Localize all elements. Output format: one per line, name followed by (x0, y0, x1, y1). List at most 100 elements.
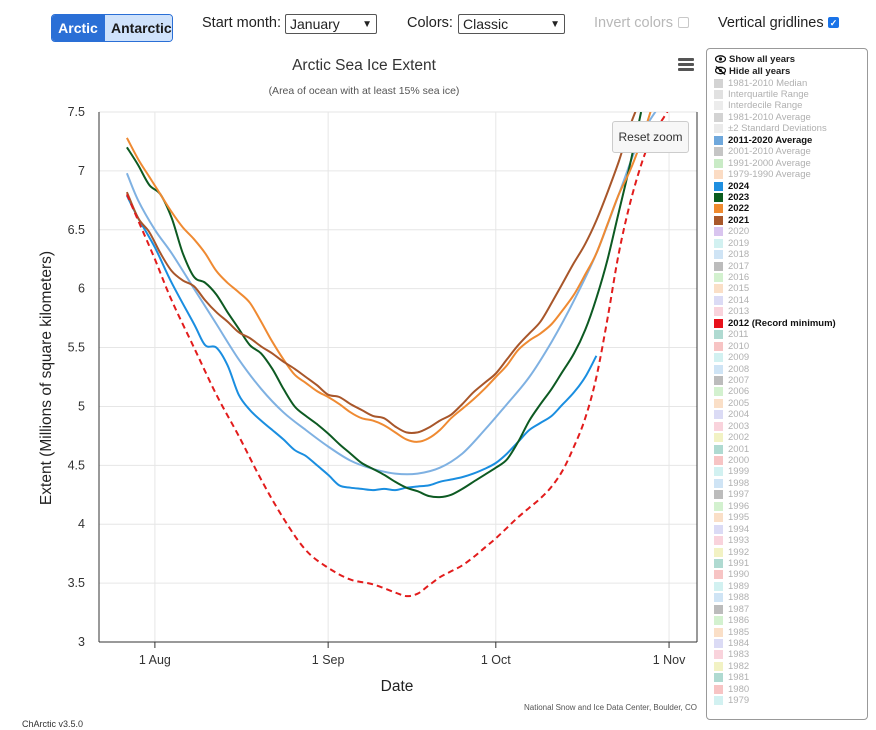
legend-item[interactable]: 2015 (714, 283, 867, 294)
antarctic-button[interactable]: Antarctic (104, 15, 172, 41)
legend-item[interactable]: 1983 (714, 649, 867, 660)
legend-item[interactable]: 1993 (714, 535, 867, 546)
legend-item[interactable]: 2011 (714, 329, 867, 340)
legend-item[interactable]: 1998 (714, 478, 867, 489)
legend-item-label: 2012 (Record minimum) (728, 317, 836, 329)
legend-item[interactable]: 2018 (714, 249, 867, 260)
legend-item[interactable]: 2001 (714, 443, 867, 455)
legend-swatch (714, 78, 723, 88)
legend-item-label: 2013 (728, 306, 750, 318)
legend-item[interactable]: 2008 (714, 363, 867, 375)
legend-item-label: 2015 (728, 283, 750, 295)
series-line-2012[interactable] (125, 100, 675, 598)
legend-swatch (714, 330, 723, 340)
legend-item[interactable]: 1979-1990 Average (714, 169, 867, 180)
invert-colors-checkbox[interactable] (678, 17, 689, 28)
legend-item[interactable]: 1991 (714, 558, 867, 569)
legend-item[interactable]: 2022 (714, 203, 867, 214)
legend-item-label: 1979-1990 Average (728, 169, 811, 181)
legend-item[interactable]: 1995 (714, 512, 867, 523)
series-line-2011-2020[interactable] (125, 100, 664, 476)
legend-item[interactable]: 2024 (714, 180, 867, 192)
hamburger-menu-icon[interactable] (678, 58, 694, 74)
legend-item[interactable]: 2012 (Record minimum) (714, 318, 867, 329)
legend-item[interactable]: 1981-2010 Average (714, 112, 867, 123)
legend-item-label: 1981-2010 Average (728, 111, 811, 123)
legend-item[interactable]: 2005 (714, 398, 867, 409)
legend-swatch (714, 364, 723, 374)
legend-item[interactable]: 2021 (714, 215, 867, 226)
legend-item-label: 1996 (728, 500, 750, 512)
legend-item[interactable]: 1980 (714, 684, 867, 695)
series-line-2022[interactable] (126, 106, 652, 443)
reset-zoom-button[interactable]: Reset zoom (612, 121, 689, 153)
show-all-years-button[interactable]: Show all years (714, 54, 867, 66)
legend-item-label: 1999 (728, 466, 750, 478)
legend-item[interactable]: 1985 (714, 626, 867, 638)
legend-item[interactable]: 1994 (714, 523, 867, 535)
arctic-button[interactable]: Arctic (52, 15, 104, 41)
legend-item-label: 2024 (728, 180, 750, 192)
legend-swatch (714, 135, 723, 145)
legend-item[interactable]: 2016 (714, 272, 867, 283)
legend-item[interactable]: 1996 (714, 501, 867, 512)
legend-item[interactable]: 1991-2000 Average (714, 157, 867, 169)
legend-item[interactable]: 2003 (714, 421, 867, 432)
legend-item-label: 2010 (728, 340, 750, 352)
legend-item[interactable]: 2007 (714, 375, 867, 386)
legend-item-label: ±2 Standard Deviations (728, 123, 827, 135)
legend-swatch (714, 341, 723, 351)
legend-item-label: 1986 (728, 615, 750, 627)
legend-item[interactable]: 1981 (714, 672, 867, 683)
legend-item[interactable]: 2011-2020 Average (714, 135, 867, 146)
legend-swatch (714, 170, 723, 180)
legend-item[interactable]: 1989 (714, 581, 867, 592)
legend-item[interactable]: 2019 (714, 238, 867, 249)
legend-item[interactable]: 2014 (714, 295, 867, 306)
legend-item[interactable]: 2004 (714, 409, 867, 420)
legend-item[interactable]: 1984 (714, 638, 867, 649)
legend-item[interactable]: 2010 (714, 340, 867, 352)
legend-item-label: 2019 (728, 237, 750, 249)
legend-item[interactable]: ±2 Standard Deviations (714, 123, 867, 134)
legend-item[interactable]: 2023 (714, 192, 867, 203)
legend-item[interactable]: 1992 (714, 546, 867, 558)
invert-colors-label: Invert colors (594, 15, 673, 31)
legend-item[interactable]: 1979 (714, 695, 867, 706)
legend-item[interactable]: 2002 (714, 432, 867, 443)
vertical-gridlines-label: Vertical gridlines (718, 15, 824, 31)
start-month-select[interactable]: January ▼ (285, 14, 377, 34)
legend-item-label: 2006 (728, 386, 750, 398)
x-tick-label: 1 Oct (481, 653, 511, 667)
series-line-2023[interactable] (126, 112, 643, 499)
legend-swatch (714, 536, 723, 546)
legend-item[interactable]: 1987 (714, 604, 867, 615)
axes: 3 3.5 4 4.5 5 5.5 6 6.5 7 7.5 1 Aug 1 Sep 1 Oct 1 Nov (68, 105, 698, 667)
legend-item[interactable]: 2000 (714, 455, 867, 466)
chevron-down-icon: ▼ (550, 18, 560, 30)
legend-item[interactable]: 1990 (714, 569, 867, 580)
legend-swatch (714, 158, 723, 168)
legend-item[interactable]: 1997 (714, 489, 867, 500)
series-line-2021[interactable] (125, 98, 641, 434)
legend-item[interactable]: 2020 (714, 226, 867, 237)
legend-item[interactable]: 2017 (714, 260, 867, 272)
vertical-gridlines-checkbox[interactable]: ✓ (828, 17, 839, 28)
legend-item[interactable]: 2006 (714, 386, 867, 397)
legend-item[interactable]: 1981-2010 Median (714, 77, 867, 89)
start-month-value: January (290, 16, 340, 32)
series-line-2024[interactable] (126, 195, 598, 492)
colors-select[interactable]: Classic ▼ (458, 14, 565, 34)
legend-item[interactable]: 1999 (714, 466, 867, 477)
legend-item[interactable]: 2009 (714, 352, 867, 363)
legend-item[interactable]: 1986 (714, 615, 867, 626)
hide-all-years-button[interactable]: Hide all years (714, 66, 867, 78)
legend-item[interactable]: Interquartile Range (714, 89, 867, 100)
legend-item[interactable]: Interdecile Range (714, 100, 867, 111)
legend-item-label: 1993 (728, 535, 750, 547)
x-axis-label: Date (381, 678, 414, 695)
legend-item[interactable]: 1982 (714, 661, 867, 672)
legend-item[interactable]: 2013 (714, 306, 867, 317)
legend-item[interactable]: 1988 (714, 592, 867, 603)
legend-item[interactable]: 2001-2010 Average (714, 146, 867, 157)
